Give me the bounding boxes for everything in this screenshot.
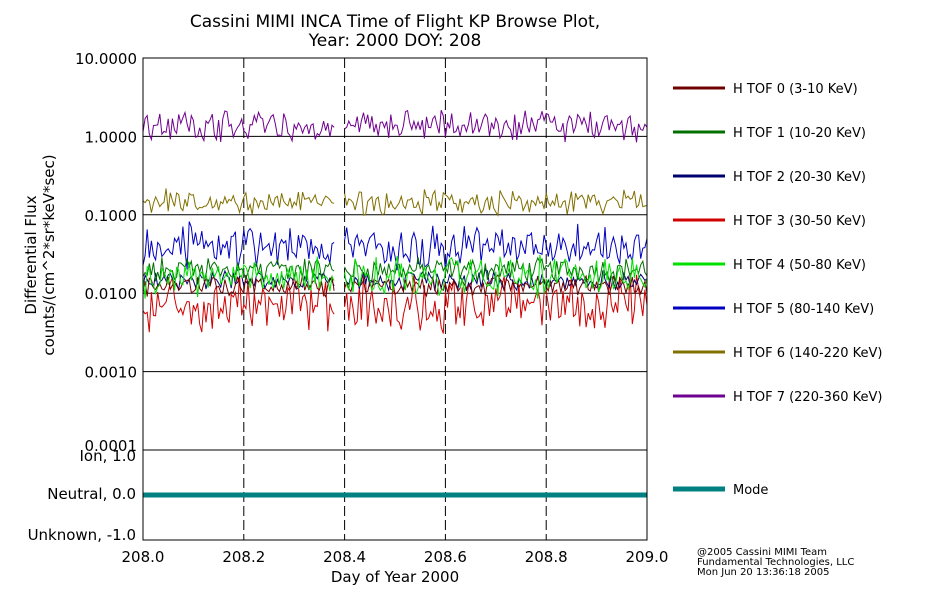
y-tick-label: 10.0000: [75, 50, 137, 68]
legend-label: H TOF 6 (140-220 KeV): [733, 346, 882, 361]
y-axis-label-units: counts/(cm^2*sr*keV*sec): [40, 154, 58, 355]
flux-y-tick-labels: 10.0000 1.0000 0.1000 0.0100 0.0010 0.00…: [75, 50, 137, 455]
y-axis-label: Differential Flux: [22, 195, 40, 314]
legend-label: H TOF 2 (20-30 KeV): [733, 170, 866, 185]
legend-item-h-tof-7: H TOF 7 (220-360 KeV): [673, 390, 882, 405]
legend-item-h-tof-5: H TOF 5 (80-140 KeV): [673, 302, 874, 317]
y-tick-label: 0.0100: [85, 285, 138, 303]
legend-item-h-tof-3: H TOF 3 (30-50 KeV): [673, 214, 866, 229]
y-tick-label: 0.1000: [85, 207, 138, 225]
chart-subtitle: Year: 2000 DOY: 208: [308, 31, 482, 51]
credits: @2005 Cassini MIMI Team Fundamental Tech…: [697, 547, 854, 578]
legend-label-mode: Mode: [733, 483, 768, 498]
x-tick-label: 208.4: [323, 548, 366, 566]
mode-plot-frame: [142, 449, 648, 541]
x-axis-label: Day of Year 2000: [331, 568, 459, 586]
series-line: [142, 256, 335, 299]
series-line: [344, 109, 648, 143]
chart-title: Cassini MIMI INCA Time of Flight KP Brow…: [190, 12, 600, 32]
mode-panel: Ion, 1.0 Neutral, 0.0 Unknown, -1.0: [28, 447, 648, 544]
legend-item-h-tof-2: H TOF 2 (20-30 KeV): [673, 170, 866, 185]
legend-label: H TOF 7 (220-360 KeV): [733, 390, 882, 405]
series-line: [142, 188, 335, 215]
legend-label: H TOF 1 (10-20 KeV): [733, 126, 866, 141]
legend-label: H TOF 4 (50-80 KeV): [733, 258, 866, 273]
legend-label: H TOF 3 (30-50 KeV): [733, 214, 866, 229]
mode-ylabel-neutral: Neutral, 0.0: [47, 485, 136, 503]
series-line: [344, 274, 648, 298]
legend-label: H TOF 5 (80-140 KeV): [733, 302, 874, 317]
y-tick-label: 1.0000: [85, 128, 138, 146]
x-tick-label: 208.8: [525, 548, 568, 566]
legend-item-h-tof-1: H TOF 1 (10-20 KeV): [673, 126, 866, 141]
series-line: [344, 223, 648, 271]
x-tick-label: 208.2: [222, 548, 265, 566]
x-tick-label: 208.6: [424, 548, 467, 566]
series-line: [344, 189, 648, 217]
series-line: [142, 110, 335, 143]
legend-item-h-tof-0: H TOF 0 (3-10 KeV): [673, 82, 858, 97]
legend-item-h-tof-4: H TOF 4 (50-80 KeV): [673, 258, 866, 273]
mode-ylabel-unknown: Unknown, -1.0: [28, 526, 136, 544]
legend: H TOF 0 (3-10 KeV) H TOF 1 (10-20 KeV) H…: [673, 82, 882, 498]
y-tick-label: 0.0001: [85, 437, 138, 455]
legend-item-h-tof-6: H TOF 6 (140-220 KeV): [673, 346, 882, 361]
credit-line: Fundamental Technologies, LLC: [697, 557, 854, 568]
x-tick-labels: 208.0 208.2 208.4 208.6 208.8 209.0: [122, 548, 669, 566]
series-line: [142, 275, 335, 333]
mode-ylabel-ion: Ion, 1.0: [80, 447, 137, 465]
flux-panel: 10.0000 1.0000 0.1000 0.0100 0.0010 0.00…: [22, 50, 648, 455]
legend-item-mode: Mode: [673, 483, 768, 498]
series-line: [344, 254, 648, 299]
y-tick-label: 0.0010: [85, 364, 138, 382]
legend-label: H TOF 0 (3-10 KeV): [733, 82, 858, 97]
series-line: [344, 268, 648, 293]
x-tick-label: 208.0: [122, 548, 165, 566]
flux-series-lines: [142, 109, 648, 334]
credit-line: Mon Jun 20 13:36:18 2005: [697, 567, 830, 578]
credit-line: @2005 Cassini MIMI Team: [697, 547, 827, 558]
x-tick-label: 209.0: [626, 548, 669, 566]
